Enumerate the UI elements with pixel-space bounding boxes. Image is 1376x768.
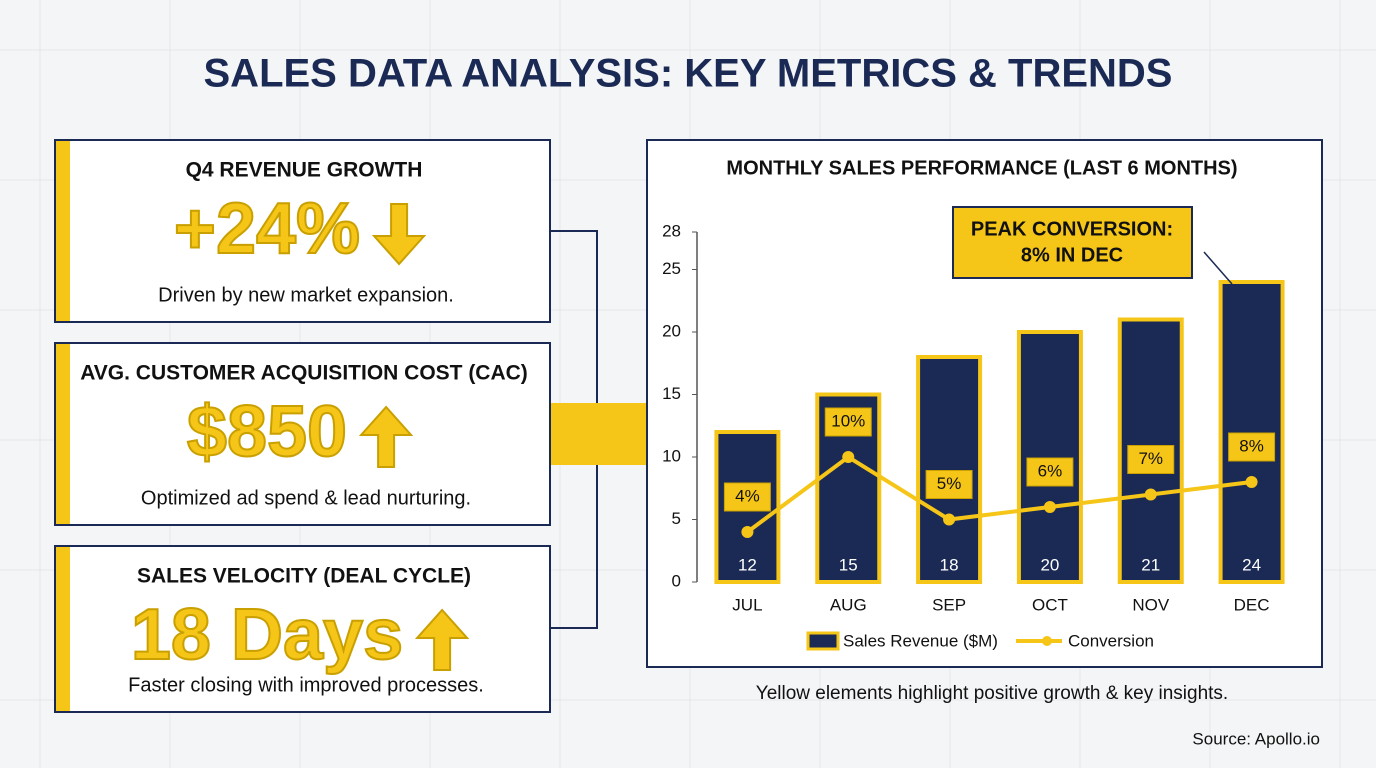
conversion-point [943,513,956,526]
conversion-value-label: 10% [831,411,865,430]
bar [916,355,983,584]
x-tick-label: JUL [732,595,762,614]
note: Yellow elements highlight positive growt… [756,683,1228,704]
value-label-box [723,482,771,512]
kpi-description: Faster closing with improved processes. [128,674,484,696]
conversion-value-label: 4% [735,486,760,505]
legend-swatch [806,631,840,651]
source: Source: Apollo.io [1192,729,1320,748]
annotation-text: 8% IN DEC [1021,244,1123,266]
bar-value-label: 15 [839,555,858,574]
y-tick-label: 0 [672,571,681,590]
y-tick-label: 5 [672,509,681,528]
conversion-line [746,454,1252,534]
kpi-value: 18 Days [131,595,403,675]
page-title: SALES DATA ANALYSIS: KEY METRICS & TREND… [204,52,1173,96]
conversion-point [842,451,855,463]
arrow-up [371,203,427,266]
y-tick-label: 10 [662,446,681,465]
conversion-value-label: 5% [937,474,962,493]
arrow-down [414,608,470,671]
kpi-card [54,139,551,323]
bar-value-label: 20 [1040,555,1059,574]
annotation-box [952,206,1193,279]
conversion-point [1144,488,1157,501]
kpi-accent [56,344,70,524]
conversion-point [1043,501,1056,513]
kpi-accent [56,141,70,321]
conversion-point [1245,476,1258,488]
value-label-box [925,470,973,499]
bar-value-label: 21 [1141,555,1160,574]
kpi-title: SALES VELOCITY (DEAL CYCLE) [137,565,471,588]
x-tick-label: OCT [1032,595,1068,614]
kpi-description: Driven by new market expansion. [158,284,454,306]
kpi-value: +24% [174,189,360,269]
bar [1016,330,1083,584]
y-tick-label: 28 [662,221,681,240]
value-label-box [1026,457,1074,487]
connector-bar [550,403,647,465]
chart-title: MONTHLY SALES PERFORMANCE (LAST 6 MONTHS… [726,157,1237,179]
x-tick-label: SEP [932,595,966,614]
bar-value-label: 18 [940,555,959,574]
legend-dot [1042,636,1052,646]
y-tick-label: 25 [662,259,681,278]
conversion-value-label: 7% [1138,449,1163,468]
kpi-description: Optimized ad spend & lead nurturing. [141,487,471,509]
y-tick-label: 20 [662,321,681,340]
legend-label: Conversion [1068,631,1154,650]
bar-value-label: 12 [738,555,757,574]
kpi-card [54,342,551,526]
annotation-text: PEAK CONVERSION: [971,218,1173,240]
value-label-box [1228,432,1276,462]
x-tick-label: AUG [830,595,867,614]
value-label-box [824,407,872,437]
value-label-box [1127,445,1175,474]
conversion-value-label: 8% [1239,436,1264,455]
conversion-value-label: 6% [1038,461,1063,480]
x-tick-label: DEC [1234,595,1270,614]
bar [1218,280,1285,584]
kpi-accent [56,547,70,711]
legend-label: Sales Revenue ($M) [843,631,998,650]
y-tick-label: 15 [662,384,681,403]
arrow-down [358,405,414,468]
conversion-point [741,526,754,538]
kpi-title: AVG. CUSTOMER ACQUISITION COST (CAC) [80,362,528,385]
x-tick-label: NOV [1132,595,1170,614]
bar-value-label: 24 [1242,555,1261,574]
kpi-title: Q4 REVENUE GROWTH [186,159,423,182]
kpi-card [54,545,551,713]
kpi-value: $850 [187,392,347,472]
annotation-pointer [1203,251,1233,285]
